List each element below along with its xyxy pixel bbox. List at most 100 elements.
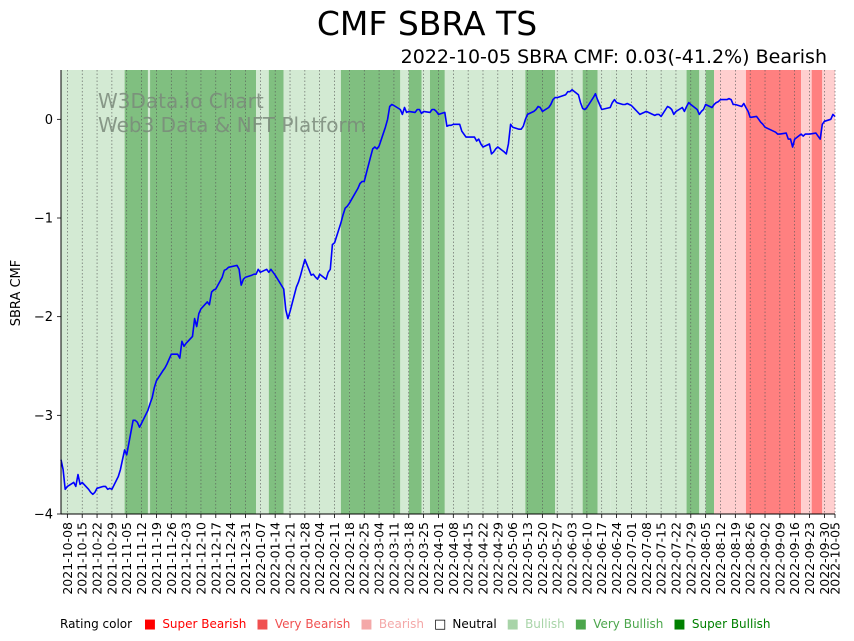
- rating-band-bullish: [283, 70, 341, 514]
- legend-swatch: □: [433, 617, 451, 632]
- legend-swatch: ■: [574, 617, 592, 632]
- rating-band-very_bullish: [525, 70, 556, 514]
- x-tick-label: 2021-10-15: [75, 522, 90, 595]
- y-axis-ticks: −4 −3 −2 −1 0: [34, 113, 61, 523]
- legend-item: ■ Super Bearish: [143, 617, 249, 632]
- rating-band-bearish: [822, 70, 835, 514]
- legend-item: ■ Very Bearish: [256, 617, 352, 632]
- rating-band-very_bullish: [408, 70, 422, 514]
- rating-band-very_bearish: [811, 70, 823, 514]
- watermark-line: W3Data.io Chart: [98, 89, 264, 113]
- x-tick-label: 2022-09-16: [787, 522, 802, 595]
- rating-legend: Rating color ■ Super Bearish ■ Very Beari…: [60, 617, 777, 632]
- rating-band-bullish: [256, 70, 269, 514]
- x-tick-label: 2022-02-25: [357, 522, 372, 595]
- rating-band-very_bullish: [582, 70, 598, 514]
- x-tick-label: 2022-03-25: [416, 522, 431, 595]
- x-tick-label: 2022-08-26: [743, 522, 758, 595]
- x-tick-label: 2022-04-22: [475, 522, 490, 595]
- x-tick-label: 2022-07-29: [683, 522, 698, 595]
- rating-band-very_bearish: [745, 70, 802, 514]
- cmf-line: [60, 88, 836, 496]
- x-tick-label: 2022-05-13: [520, 522, 535, 595]
- x-tick-label: 2021-10-22: [90, 522, 105, 595]
- x-tick-label: 2022-03-18: [401, 522, 416, 595]
- x-tick-label: 2022-04-08: [446, 522, 461, 595]
- x-tick-label: 2021-11-19: [149, 522, 164, 595]
- x-tick-label: 2022-05-20: [535, 522, 550, 595]
- y-axis-label: SBRA CMF: [9, 260, 24, 326]
- legend-items: ■ Super Bearish ■ Very Bearish ■ Bearish □ …: [138, 617, 775, 632]
- x-tick-label: 2022-08-12: [713, 522, 728, 595]
- legend-swatch: ■: [143, 617, 161, 632]
- x-tick-label: 2022-01-21: [283, 522, 298, 595]
- watermark-line: Web3 Data & NFT Platform: [98, 113, 366, 137]
- x-tick-label: 2021-12-10: [193, 522, 208, 595]
- rating-band-very_bullish: [429, 70, 445, 514]
- x-tick-label: 2021-11-12: [134, 522, 149, 595]
- rating-band-bullish: [699, 70, 706, 514]
- x-tick-label: 2022-01-28: [297, 522, 312, 595]
- x-tick-label: 2021-12-24: [223, 522, 238, 595]
- cmf-line-layer: [60, 88, 836, 496]
- x-tick-label: 2021-12-31: [238, 522, 253, 595]
- legend-label: Very Bullish: [593, 617, 664, 631]
- rating-band-very_bullish: [349, 70, 401, 514]
- x-tick-label: 2022-09-09: [772, 522, 787, 595]
- x-tick-label: 2022-08-05: [698, 522, 713, 595]
- x-tick-label: 2021-10-29: [104, 522, 119, 595]
- legend-label: Super Bearish: [162, 617, 247, 631]
- x-tick-label: 2022-08-19: [728, 522, 743, 595]
- x-tick-label: 2022-07-15: [654, 522, 669, 595]
- rating-band-bullish: [61, 70, 125, 514]
- rating-band-bearish: [801, 70, 812, 514]
- legend-item: ■ Bullish: [506, 617, 567, 632]
- x-tick-label: 2022-03-04: [372, 522, 387, 595]
- x-tick-label: 2021-11-26: [164, 522, 179, 595]
- legend-swatch: ■: [673, 617, 690, 632]
- x-tick-label: 2022-05-06: [505, 522, 520, 595]
- rating-band-bullish: [444, 70, 526, 514]
- rating-band-very_bullish: [340, 70, 350, 514]
- rating-band-bullish: [597, 70, 611, 514]
- legend-swatch: ■: [360, 617, 377, 632]
- rating-band-bearish: [714, 70, 746, 514]
- x-tick-label: 2021-12-17: [208, 522, 223, 595]
- x-tick-label: 2022-04-01: [431, 522, 446, 595]
- legend-label: Bearish: [378, 617, 424, 631]
- rating-band-very_bullish: [705, 70, 715, 514]
- legend-label: Neutral: [452, 617, 497, 631]
- x-tick-label: 2022-06-24: [609, 522, 624, 595]
- legend-swatch: ■: [506, 617, 524, 632]
- vertical-gridlines: [67, 70, 836, 514]
- rating-band-very_bullish: [124, 70, 148, 514]
- x-tick-label: 2022-01-14: [268, 522, 283, 595]
- x-tick-label: 2022-06-03: [565, 522, 580, 595]
- x-axis-ticks: 2021-10-08 2021-10-15 2021-10-22 2021-10-29…: [60, 514, 843, 595]
- x-tick-label: 2022-04-29: [490, 522, 505, 595]
- rating-band-bullish: [610, 70, 687, 514]
- x-tick-label: 2022-07-22: [668, 522, 683, 595]
- x-tick-label: 2022-10-05: [828, 522, 843, 595]
- legend-item: ■ Very Bullish: [574, 617, 666, 632]
- x-tick-label: 2022-02-18: [342, 522, 357, 595]
- rating-band-very_bullish: [150, 70, 257, 514]
- x-tick-label: 2022-07-08: [639, 522, 654, 595]
- x-tick-label: 2022-03-11: [386, 522, 401, 595]
- y-tick-label: −4: [34, 508, 53, 523]
- rating-band-very_bullish: [686, 70, 700, 514]
- y-tick-label: 0: [45, 113, 53, 128]
- y-tick-label: −2: [34, 310, 53, 325]
- x-tick-label: 2022-01-07: [253, 522, 268, 595]
- x-tick-label: 2022-09-23: [802, 522, 817, 595]
- legend-label: Super Bullish: [691, 617, 771, 631]
- chart-title: CMF SBRA TS: [316, 4, 538, 43]
- x-tick-label: 2022-04-15: [461, 522, 476, 595]
- legend-label: Bullish: [525, 617, 565, 631]
- rating-band-very_bullish: [268, 70, 284, 514]
- x-tick-label: 2022-02-11: [327, 522, 342, 595]
- x-tick-label: 2022-09-30: [817, 522, 832, 595]
- chart-subtitle: 2022-10-05 SBRA CMF: 0.03(-41.2%) Bearis…: [400, 46, 827, 68]
